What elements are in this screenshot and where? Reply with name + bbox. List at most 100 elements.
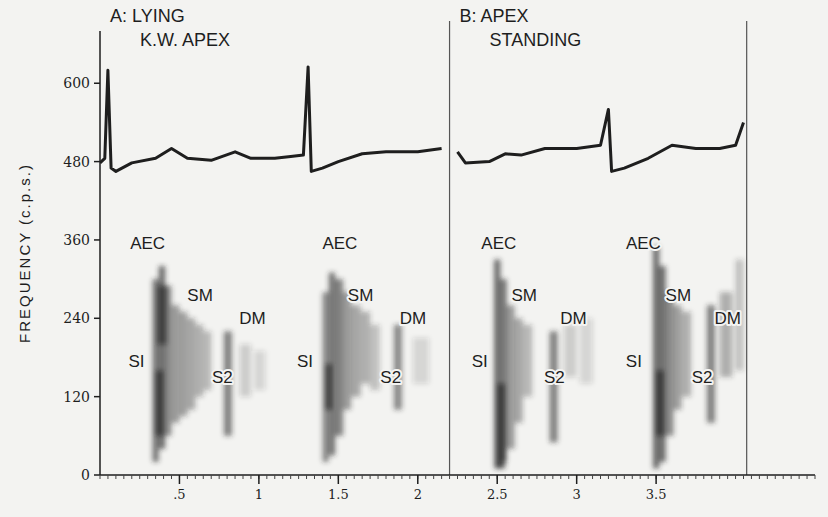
- chart: 0120240360480600.511.522.533.5FREQUENCY …: [0, 0, 828, 517]
- y-tick: [94, 396, 100, 398]
- x-minor-tick: [219, 475, 220, 479]
- annotation: AEC: [481, 234, 516, 253]
- annotation: DM: [400, 309, 426, 328]
- x-minor-tick: [378, 475, 379, 479]
- x-tick-label: 2.5: [487, 487, 508, 502]
- background: [0, 0, 828, 517]
- x-minor-tick: [266, 475, 267, 479]
- y-tick: [94, 318, 100, 320]
- x-minor-tick: [433, 475, 434, 479]
- x-minor-tick: [695, 475, 696, 479]
- x-tick: [655, 475, 657, 484]
- x-tick: [496, 475, 498, 484]
- spectrogram-cell: [240, 344, 251, 396]
- annotation: AEC: [130, 234, 165, 253]
- x-minor-tick: [131, 475, 132, 479]
- x-minor-tick: [362, 475, 363, 479]
- x-minor-tick: [791, 475, 792, 479]
- y-tick: [94, 161, 100, 163]
- spectrogram-cell: [656, 371, 664, 436]
- x-minor-tick: [783, 475, 784, 479]
- x-minor-tick: [330, 475, 331, 479]
- spectrogram-cell: [172, 305, 180, 423]
- x-minor-tick: [314, 475, 315, 479]
- y-tick-label: 480: [63, 154, 90, 170]
- x-minor-tick: [211, 475, 212, 479]
- x-minor-tick: [425, 475, 426, 479]
- plot-marks: [100, 67, 744, 469]
- x-minor-tick: [306, 475, 307, 479]
- x-minor-tick: [473, 475, 474, 479]
- spectrogram-cell: [361, 312, 371, 384]
- spectrogram-cell: [343, 292, 351, 410]
- x-minor-tick: [155, 475, 156, 479]
- x-tick: [576, 475, 578, 484]
- panel-divider: [746, 21, 747, 475]
- annotation: S2: [692, 368, 713, 387]
- x-tick-label: 2: [414, 487, 422, 502]
- annotation: DM: [560, 309, 586, 328]
- spectrogram-cell: [523, 325, 533, 397]
- x-minor-tick: [552, 475, 553, 479]
- spectrogram: [152, 246, 743, 468]
- x-tick-label: 1.5: [328, 487, 349, 502]
- x-minor-tick: [195, 475, 196, 479]
- x-minor-tick: [711, 475, 712, 479]
- x-minor-tick: [401, 475, 402, 479]
- spectrogram-cell: [187, 318, 195, 409]
- x-minor-tick: [449, 475, 450, 479]
- annotation: SM: [511, 286, 537, 305]
- x-minor-tick: [243, 475, 244, 479]
- spectrogram-cell: [156, 371, 164, 436]
- x-minor-tick: [115, 475, 116, 479]
- ecg-trace: [100, 67, 744, 171]
- y-tick-label: 0: [81, 467, 90, 483]
- y-axis: [99, 31, 101, 475]
- x-minor-tick: [250, 475, 251, 479]
- x-tick-label: .5: [173, 487, 185, 502]
- x-minor-tick: [441, 475, 442, 479]
- y-tick-label: 360: [63, 232, 90, 248]
- x-minor-tick: [171, 475, 172, 479]
- x-minor-tick: [751, 475, 752, 479]
- x-minor-tick: [465, 475, 466, 479]
- spectrogram-cell: [564, 325, 577, 377]
- x-minor-tick: [672, 475, 673, 479]
- x-minor-tick: [727, 475, 728, 479]
- annotation: DM: [239, 309, 265, 328]
- x-minor-tick: [227, 475, 228, 479]
- annotation: SI: [297, 352, 313, 371]
- x-minor-tick: [393, 475, 394, 479]
- x-minor-tick: [544, 475, 545, 479]
- x-minor-tick: [632, 475, 633, 479]
- x-minor-tick: [386, 475, 387, 479]
- annotation: SI: [626, 352, 642, 371]
- x-minor-tick: [203, 475, 204, 479]
- x-minor-tick: [536, 475, 537, 479]
- annotation: AEC: [626, 234, 661, 253]
- x-minor-tick: [815, 475, 816, 479]
- annotation: S2: [380, 368, 401, 387]
- x-minor-tick: [584, 475, 585, 479]
- x-minor-tick: [513, 475, 514, 479]
- x-minor-tick: [409, 475, 410, 479]
- annotation: SM: [187, 286, 213, 305]
- panel-subtitle: STANDING: [490, 30, 582, 50]
- x-tick-label: 3: [573, 487, 581, 502]
- x-minor-tick: [560, 475, 561, 479]
- x-minor-tick: [354, 475, 355, 479]
- x-minor-tick: [346, 475, 347, 479]
- x-minor-tick: [592, 475, 593, 479]
- x-minor-tick: [600, 475, 601, 479]
- x-tick: [417, 475, 419, 484]
- spectrogram-cell: [666, 292, 674, 436]
- x-minor-tick: [290, 475, 291, 479]
- annotation: SI: [472, 352, 488, 371]
- x-minor-tick: [759, 475, 760, 479]
- x-minor-tick: [147, 475, 148, 479]
- x-minor-tick: [735, 475, 736, 479]
- x-minor-tick: [505, 475, 506, 479]
- x-minor-tick: [100, 475, 101, 479]
- x-minor-tick: [719, 475, 720, 479]
- x-minor-tick: [187, 475, 188, 479]
